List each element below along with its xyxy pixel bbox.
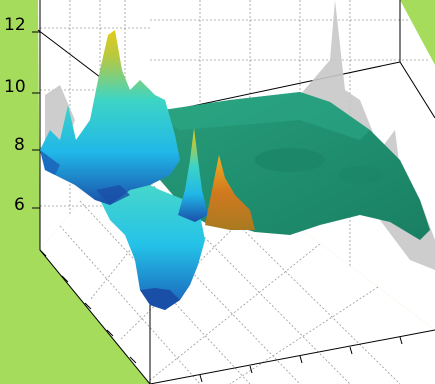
z-tick-label: 6: [14, 195, 25, 215]
center-spike: [178, 128, 208, 222]
z-tick-label: 12: [4, 15, 26, 35]
axis-edge-floor-left: [39, 249, 151, 384]
left-ridge: [40, 30, 180, 205]
z-tick-label: 10: [4, 77, 26, 97]
axis-edge-floor-right: [149, 329, 435, 384]
z-tick-label: 8: [14, 135, 25, 155]
surface: [40, 30, 430, 310]
axis-edge-back-right: [399, 61, 435, 119]
orange-spike: [205, 155, 255, 230]
z-axis: 12 10 8 6: [4, 15, 40, 215]
floor-ticks: [39, 249, 403, 383]
